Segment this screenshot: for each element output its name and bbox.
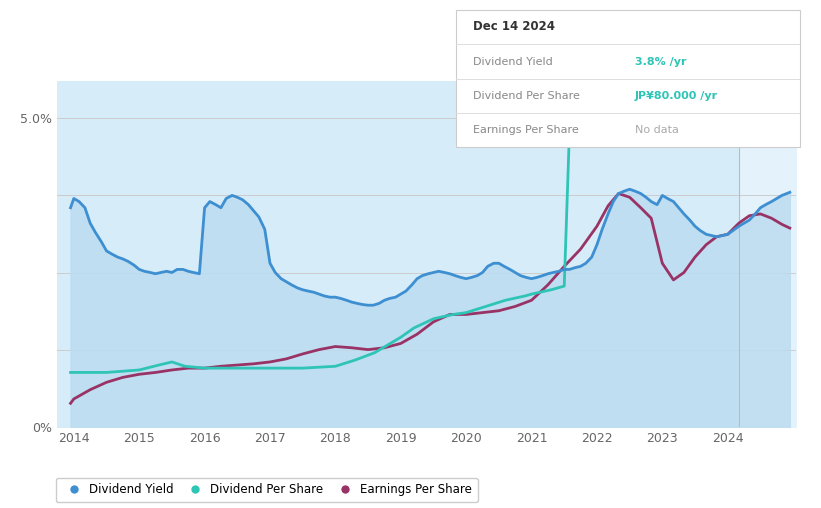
Text: Dividend Yield: Dividend Yield [473,56,553,67]
Text: Dividend Per Share: Dividend Per Share [473,91,580,101]
Text: JP¥80.000 /yr: JP¥80.000 /yr [635,91,718,101]
Text: Past: Past [744,90,770,103]
Text: 3.8% /yr: 3.8% /yr [635,56,686,67]
Legend: Dividend Yield, Dividend Per Share, Earnings Per Share: Dividend Yield, Dividend Per Share, Earn… [56,478,478,502]
Text: Dec 14 2024: Dec 14 2024 [473,20,555,33]
FancyBboxPatch shape [456,10,800,147]
Text: No data: No data [635,125,679,135]
Text: Earnings Per Share: Earnings Per Share [473,125,579,135]
